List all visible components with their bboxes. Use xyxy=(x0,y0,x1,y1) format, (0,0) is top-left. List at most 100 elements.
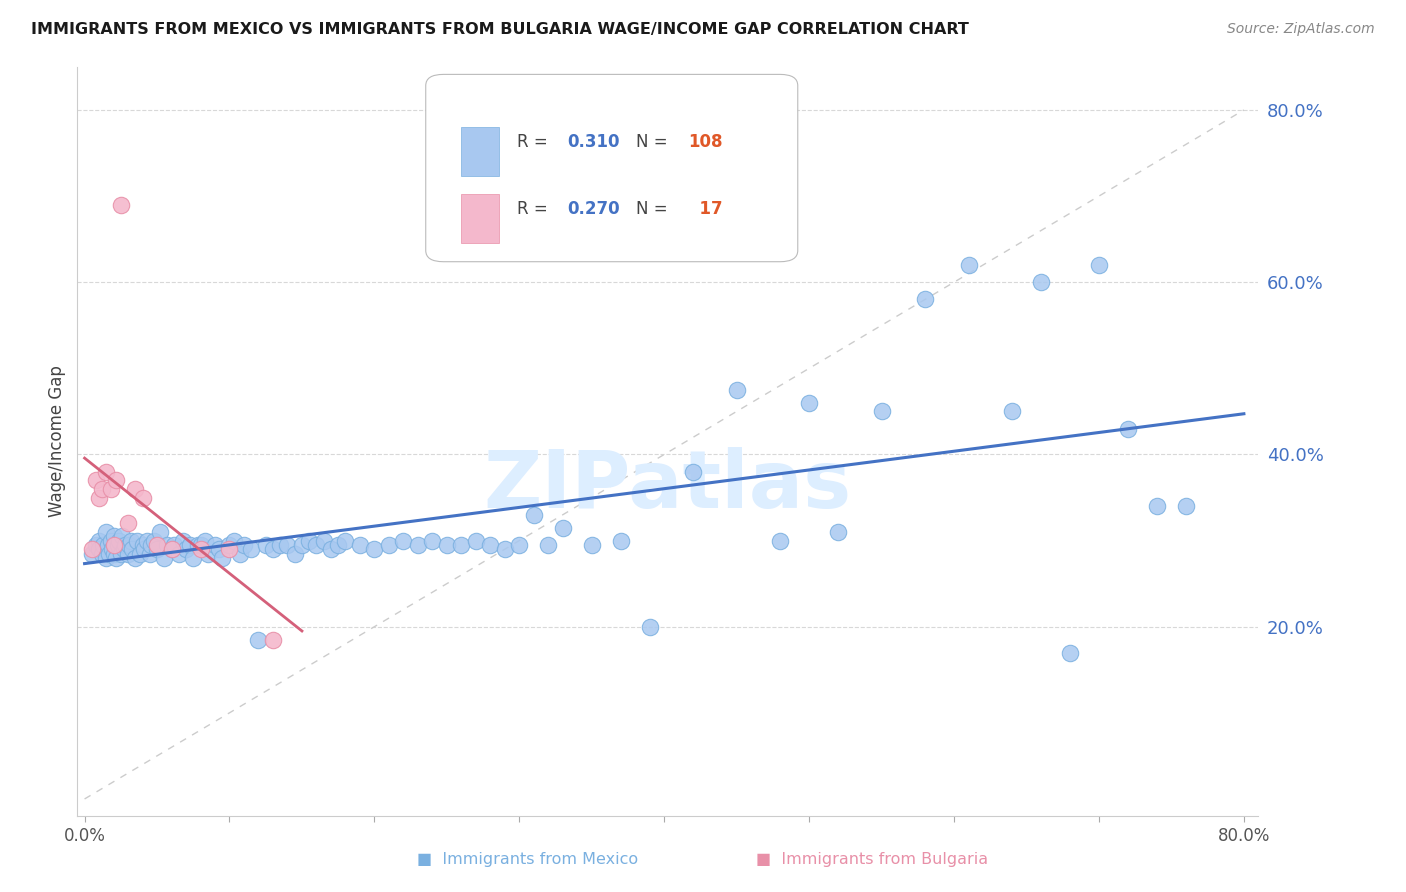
Point xyxy=(725,383,748,397)
Point xyxy=(103,547,125,561)
Point xyxy=(1174,499,1197,513)
Text: 108: 108 xyxy=(688,133,723,151)
Point xyxy=(91,482,114,496)
Point xyxy=(276,538,298,552)
Point xyxy=(638,620,661,634)
Point xyxy=(450,538,472,552)
Point xyxy=(797,396,820,410)
Text: 0.310: 0.310 xyxy=(568,133,620,151)
Point xyxy=(247,632,270,647)
Point xyxy=(508,538,530,552)
Point xyxy=(101,542,124,557)
Point xyxy=(121,542,143,557)
Point xyxy=(153,550,176,565)
Point xyxy=(172,533,194,548)
Point xyxy=(957,258,980,272)
Point xyxy=(163,538,186,552)
Point xyxy=(160,542,183,557)
Point xyxy=(682,465,704,479)
FancyBboxPatch shape xyxy=(461,127,499,176)
Point xyxy=(494,542,516,557)
Text: ZIPatlas: ZIPatlas xyxy=(484,448,852,525)
Point xyxy=(479,538,502,552)
Point xyxy=(392,533,415,548)
Point xyxy=(190,542,212,557)
Point xyxy=(156,538,179,552)
Point xyxy=(139,547,162,561)
Point xyxy=(117,547,139,561)
Point xyxy=(305,538,328,552)
Point xyxy=(349,538,371,552)
Point xyxy=(118,538,141,552)
Point xyxy=(406,538,429,552)
Point xyxy=(135,533,157,548)
Point xyxy=(104,538,127,552)
Point xyxy=(827,524,849,539)
Point xyxy=(262,632,284,647)
Point xyxy=(110,197,132,211)
Point xyxy=(179,538,201,552)
Point xyxy=(328,538,350,552)
Point xyxy=(103,529,125,543)
Point xyxy=(194,533,217,548)
Text: R =: R = xyxy=(516,201,547,219)
Point xyxy=(233,538,256,552)
Text: Source: ZipAtlas.com: Source: ZipAtlas.com xyxy=(1227,22,1375,37)
Text: 0.270: 0.270 xyxy=(568,201,620,219)
Point xyxy=(96,550,118,565)
Point xyxy=(218,542,240,557)
Point xyxy=(96,524,118,539)
Point xyxy=(378,538,401,552)
Point xyxy=(187,538,209,552)
Point xyxy=(436,538,458,552)
Point xyxy=(120,533,142,548)
Point xyxy=(1088,258,1111,272)
Point xyxy=(131,538,153,552)
Point xyxy=(190,538,212,552)
Point xyxy=(269,538,291,552)
Point xyxy=(240,542,263,557)
Point xyxy=(112,542,135,557)
Point xyxy=(84,538,107,552)
Point xyxy=(146,542,169,557)
Point xyxy=(204,538,226,552)
Point xyxy=(87,491,110,505)
Point xyxy=(107,538,129,552)
Text: ■  Immigrants from Bulgaria: ■ Immigrants from Bulgaria xyxy=(755,852,988,867)
Point xyxy=(312,533,335,548)
Point xyxy=(141,538,163,552)
Point xyxy=(262,542,284,557)
Point xyxy=(1001,404,1024,418)
Text: R =: R = xyxy=(516,133,547,151)
Point xyxy=(174,542,197,557)
Point xyxy=(80,547,103,561)
Point xyxy=(422,533,444,548)
Point xyxy=(80,542,103,557)
Y-axis label: Wage/Income Gap: Wage/Income Gap xyxy=(48,366,66,517)
Point xyxy=(97,538,120,552)
Point xyxy=(581,538,603,552)
Point xyxy=(132,542,155,557)
Point xyxy=(335,533,357,548)
Point xyxy=(100,533,122,548)
Point xyxy=(284,547,307,561)
Point xyxy=(87,533,110,548)
Point xyxy=(110,547,132,561)
Point xyxy=(363,542,385,557)
Point xyxy=(319,542,342,557)
Point xyxy=(464,533,486,548)
Point xyxy=(114,538,136,552)
Point xyxy=(769,533,792,548)
Point xyxy=(87,542,110,557)
Point xyxy=(93,538,115,552)
Point xyxy=(181,550,204,565)
Point xyxy=(914,293,936,307)
Point xyxy=(167,547,190,561)
Point xyxy=(96,465,118,479)
Text: 17: 17 xyxy=(688,201,723,219)
Point xyxy=(131,491,153,505)
Point xyxy=(208,542,231,557)
Text: ■  Immigrants from Mexico: ■ Immigrants from Mexico xyxy=(416,852,638,867)
Point xyxy=(218,538,240,552)
Point xyxy=(610,533,633,548)
